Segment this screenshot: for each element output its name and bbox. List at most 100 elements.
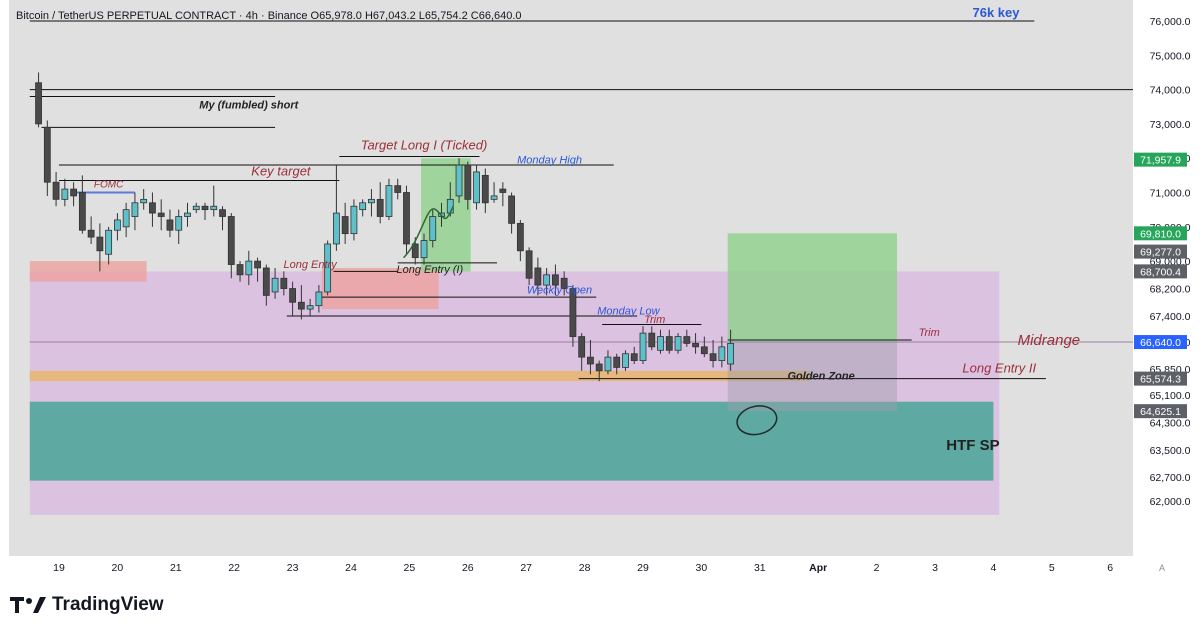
candle-up (192, 205, 200, 211)
candle-down (43, 126, 51, 183)
candle-down (709, 353, 717, 361)
price-label-text: 69,810.0 (1140, 228, 1181, 240)
trim-label-left: Trim (644, 314, 665, 326)
candle-down (587, 356, 594, 365)
candle-up (622, 353, 629, 368)
candle-down (595, 363, 603, 372)
x-tick-label: Apr (809, 562, 827, 574)
symbol-name: Bitcoin / TetherUS PERPETUAL CONTRACT (16, 10, 236, 22)
candle-down (289, 288, 297, 303)
price-label-text: 64,625.1 (1140, 406, 1181, 418)
y-tick-label: 62,000.0 (1150, 496, 1191, 508)
x-tick-label: 22 (228, 562, 240, 574)
target-long-label: Target Long I (Ticked) (361, 138, 488, 153)
candle-down (464, 164, 472, 200)
candle-up (105, 229, 113, 255)
long-entry-i-label: Long Entry (I) (397, 264, 464, 276)
candle-down (630, 353, 638, 361)
tradingview-logo[interactable]: TradingView (10, 594, 164, 616)
time-axis[interactable]: 19 20 21 22 23 24 25 26 27 28 29 30 31 Apr 2 3 4 5 6 A (0, 556, 1200, 578)
candle-up (604, 356, 612, 372)
candle-down (376, 198, 384, 217)
x-tick-label: 20 (112, 562, 124, 574)
golden-zone (29, 370, 810, 382)
price-label-box (1134, 335, 1187, 350)
htf-sp-label: HTF SP (946, 437, 999, 454)
y-tick-label: 71,000.0 (1150, 188, 1191, 200)
candle-down (201, 205, 209, 211)
candle-down (552, 274, 559, 286)
auto-scale-button[interactable]: A (1159, 563, 1165, 573)
candle-down (254, 260, 261, 269)
x-tick-label: 25 (404, 562, 416, 574)
candle-up (175, 216, 183, 231)
candle-up (271, 277, 279, 293)
x-tick-label: 3 (932, 562, 938, 574)
x-tick-label: 24 (345, 562, 357, 574)
candle-down (411, 243, 419, 259)
price-label-box (1134, 152, 1187, 167)
x-tick-label: 28 (579, 562, 591, 574)
candle-down (525, 250, 533, 279)
key-target-label: Key target (251, 163, 312, 178)
candle-up (657, 336, 664, 351)
candle-down (578, 336, 586, 358)
my-fumbled-short-label: My (fumbled) short (199, 99, 299, 111)
hand-drawn-path (403, 205, 454, 259)
candle-down (403, 192, 410, 245)
x-tick-label: 26 (462, 562, 474, 574)
candle-down (35, 82, 42, 125)
long-entry-ii-label: Long Entry II (962, 361, 1036, 376)
candle-down (157, 212, 165, 217)
ohlc-high: H67,043.2 (365, 10, 416, 22)
y-tick-label: 73,000.0 (1150, 119, 1191, 131)
x-tick-label: 19 (53, 562, 65, 574)
long-entry-zone (321, 267, 439, 310)
trim-label-right: Trim (919, 327, 940, 339)
candle-down (70, 188, 77, 197)
candle-up (245, 260, 253, 276)
candle-down (499, 188, 507, 193)
drawings-layer (403, 205, 778, 436)
candle-up (639, 332, 647, 361)
candle-down (700, 346, 708, 355)
x-tick-label: 29 (637, 562, 649, 574)
candle-down (648, 332, 656, 348)
fomc-label: FOMC (94, 179, 124, 190)
candle-down (236, 264, 244, 276)
candle-up (385, 185, 393, 217)
y-tick-label: 75,000.0 (1150, 50, 1191, 62)
weekly-open-label: Weckly Open (527, 285, 592, 297)
price-label-text: 66,640.0 (1140, 337, 1181, 349)
y-tick-label: 62,700.0 (1150, 472, 1191, 484)
candle-up (429, 216, 437, 241)
x-tick-label: 6 (1107, 562, 1113, 574)
candle-up (114, 219, 121, 231)
y-tick-label: 63,500.0 (1150, 445, 1191, 457)
candle-down (341, 216, 349, 235)
price-chart[interactable]: My (fumbled) short Target Long I (Ticked)… (0, 0, 1200, 590)
candle-down (262, 267, 270, 296)
candle-down (166, 219, 174, 231)
candle-down (394, 185, 402, 193)
candle-up (455, 164, 463, 197)
candle-up (718, 346, 726, 361)
candles-layer (35, 72, 734, 382)
x-tick-label: 27 (520, 562, 532, 574)
y-tick-label: 76,000.0 (1150, 16, 1191, 28)
candle-up (184, 212, 191, 217)
ohlc-low: L65,754.2 (419, 10, 468, 22)
annotations-layer: My (fumbled) short Target Long I (Ticked)… (94, 99, 1080, 453)
left-demand-zone (29, 261, 147, 282)
y-tick-label: 65,100.0 (1150, 390, 1191, 402)
candle-down (481, 174, 489, 204)
price-axis-background (1133, 0, 1200, 578)
candle-down (534, 267, 542, 286)
ohlc-close: C66,640.0 (471, 10, 522, 22)
tradingview-logo-icon (10, 597, 46, 613)
price-label-box (1134, 404, 1187, 419)
y-tick-label: 74,000.0 (1150, 85, 1191, 97)
chart-header: Bitcoin / TetherUS PERPETUAL CONTRACT · … (16, 5, 1020, 22)
candle-up (473, 171, 480, 204)
